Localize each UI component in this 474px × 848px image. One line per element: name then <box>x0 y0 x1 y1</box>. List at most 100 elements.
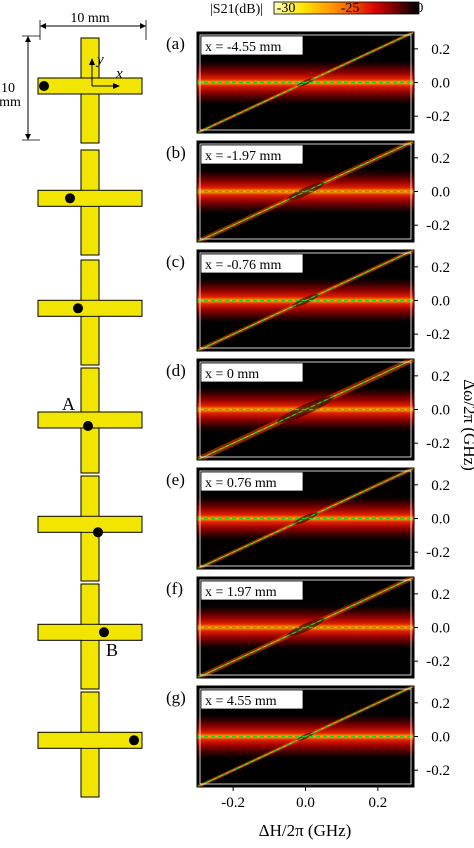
panel-6: x = 4.55 mm (g) 0.2 0.0 -0.2 <box>166 685 450 788</box>
y-tick-label: 0.0 <box>431 185 450 201</box>
position-label: x = -4.55 mm <box>205 40 281 55</box>
cross-0 <box>37 37 143 144</box>
y-tick-label: 0.2 <box>431 42 450 58</box>
probe-dot <box>129 735 139 746</box>
guide-diagonal <box>197 250 414 351</box>
axis-y-label: y <box>95 52 104 68</box>
y-tick-label: -0.2 <box>426 763 450 779</box>
cross-3 <box>37 367 143 474</box>
panel-0: x = -4.55 mm (a) 0.2 0.0 -0.2 <box>166 31 450 134</box>
x-axis-label: ΔH/2π (GHz) <box>259 821 352 840</box>
guide-diagonal <box>197 359 414 460</box>
position-label: x = -0.76 mm <box>205 258 281 273</box>
panel-heatmap <box>197 577 414 678</box>
cross-5 <box>37 583 143 690</box>
probe-dot <box>39 81 49 91</box>
coordinate-axes: xy <box>89 52 123 89</box>
panel-heatmap <box>197 359 414 460</box>
position-label: x = 4.55 mm <box>205 694 277 709</box>
panel-heatmap <box>197 32 414 133</box>
panel-letter: (b) <box>166 143 186 162</box>
cross-junction <box>81 624 99 640</box>
panel-letter: (g) <box>166 688 186 707</box>
panel-inner-frame <box>199 361 412 458</box>
width-label: 10 mm <box>70 11 109 26</box>
y-tick-label: -0.2 <box>426 327 450 343</box>
position-label-box <box>200 471 304 492</box>
panel-2: x = -0.76 mm (c) 0.2 0.0 -0.2 <box>166 249 450 352</box>
heatmap-panels: x = -4.55 mm (a) 0.2 0.0 -0.2 x = -1.97 mm (b)… <box>166 31 450 788</box>
panel-inner-frame <box>199 34 412 131</box>
y-tick-label: 0.2 <box>431 696 450 712</box>
scale-annotation: 10 mm 10 mm <box>0 11 147 141</box>
guide-diagonal <box>197 468 414 569</box>
colorbar-tick-0: -30 <box>277 1 296 16</box>
colorbar-gradient <box>273 1 420 15</box>
probe-dot <box>99 627 109 638</box>
x-axis: -0.2 0.0 0.2 <box>221 787 387 811</box>
cross-1 <box>37 149 143 256</box>
panel-letter: (f) <box>166 579 183 598</box>
panel-1: x = -1.97 mm (b) 0.2 0.0 -0.2 <box>166 140 450 243</box>
y-axis-label: Δω/2π (GHz) <box>460 379 474 471</box>
y-tick-label: 0.2 <box>431 260 450 276</box>
colorbar-tick-1: -25 <box>341 1 360 16</box>
panel-inner-frame <box>199 252 412 349</box>
position-label-box <box>200 253 304 274</box>
panel-letter: (a) <box>166 34 185 53</box>
height-label-unit: mm <box>0 95 21 110</box>
cross-junction <box>81 190 99 206</box>
panel-letter: (d) <box>166 361 186 380</box>
position-label-box <box>200 35 304 56</box>
axis-x-label: x <box>115 66 123 82</box>
panel-3: x = 0 mm (d) 0.2 0.0 -0.2 <box>166 358 450 461</box>
cross-junction <box>81 516 99 532</box>
y-tick-label: 0.2 <box>431 151 450 167</box>
panel-letter: (e) <box>166 470 185 489</box>
y-tick-label: 0.0 <box>431 76 450 92</box>
panel-heatmap <box>197 141 414 242</box>
position-label-box <box>200 144 304 165</box>
y-tick-label: 0.0 <box>431 730 450 746</box>
x-tick-label: -0.2 <box>221 795 245 811</box>
panel-heatmap <box>197 468 414 569</box>
y-tick-label: 0.0 <box>431 403 450 419</box>
position-label: x = -1.97 mm <box>205 149 281 164</box>
panel-inner-frame <box>199 143 412 240</box>
panel-4: x = 0.76 mm (e) 0.2 0.0 -0.2 <box>166 467 450 570</box>
cross-junction <box>81 78 99 94</box>
cross-junction <box>81 732 99 748</box>
cross-diagrams: xy A B <box>37 37 143 798</box>
y-tick-label: 0.0 <box>431 294 450 310</box>
point-a-label: A <box>62 394 75 414</box>
y-tick-label: -0.2 <box>426 218 450 234</box>
probe-dot <box>93 527 103 538</box>
guide-diagonal <box>197 141 414 242</box>
y-tick-label: 0.0 <box>431 621 450 637</box>
panel-inner-frame <box>199 470 412 567</box>
y-tick-label: 0.0 <box>431 512 450 528</box>
y-tick-label: 0.2 <box>431 478 450 494</box>
y-tick-label: 0.2 <box>431 369 450 385</box>
panel-inner-frame <box>199 579 412 676</box>
y-tick-label: 0.2 <box>431 587 450 603</box>
probe-dot <box>73 303 83 314</box>
position-label: x = 0 mm <box>205 367 259 382</box>
cross-4 <box>37 475 143 582</box>
cross-2 <box>37 259 143 366</box>
y-tick-label: -0.2 <box>426 654 450 670</box>
probe-dot <box>83 421 93 431</box>
x-tick-label: 0.2 <box>368 795 387 811</box>
guide-diagonal <box>197 32 414 133</box>
panel-5: x = 1.97 mm (f) 0.2 0.0 -0.2 <box>166 576 450 679</box>
panel-heatmap <box>197 250 414 351</box>
panel-heatmap <box>197 686 414 787</box>
panel-letter: (c) <box>166 252 185 271</box>
guide-diagonal <box>197 577 414 678</box>
y-tick-label: -0.2 <box>426 436 450 452</box>
point-b-label: B <box>106 640 118 660</box>
x-tick-label: 0.0 <box>296 795 315 811</box>
cross-junction <box>81 300 99 316</box>
y-tick-label: -0.2 <box>426 545 450 561</box>
